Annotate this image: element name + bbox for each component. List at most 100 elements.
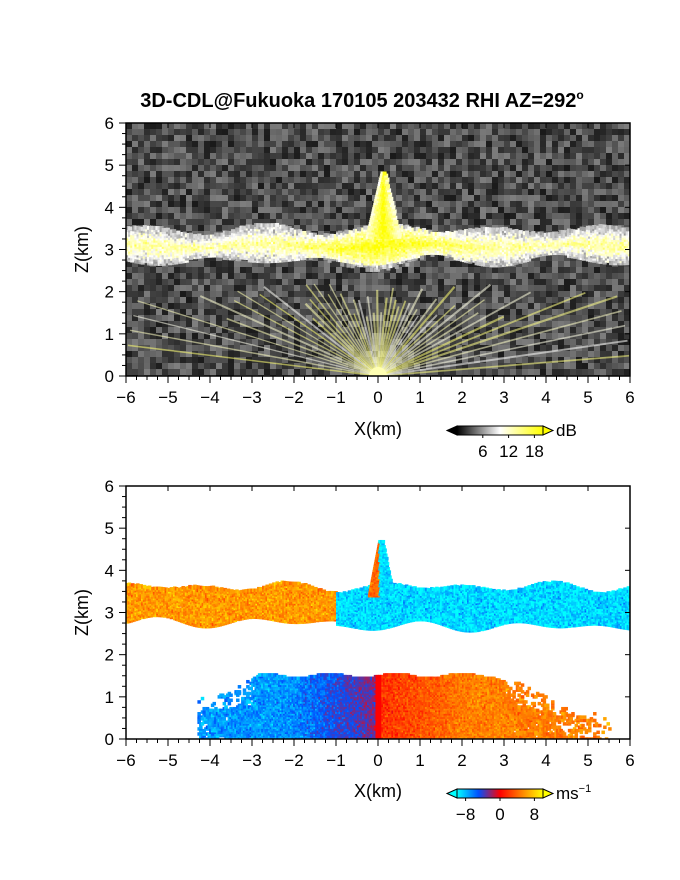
backscatter-cloud-cell: [321, 239, 326, 244]
backscatter-noise-cell: [612, 279, 618, 285]
backscatter-cloud-cell: [241, 236, 246, 241]
backscatter-cloud-cell: [140, 247, 145, 252]
backscatter-cloud-cell: [256, 229, 261, 234]
backscatter-noise-cell: [474, 219, 480, 225]
backscatter-noise-cell: [294, 333, 300, 339]
backscatter-noise-cell: [312, 177, 318, 183]
backscatter-noise-cell: [534, 129, 540, 135]
backscatter-noise-cell: [348, 135, 354, 141]
backscatter-noise-cell: [366, 291, 372, 297]
backscatter-noise-cell: [600, 363, 606, 369]
backscatter-noise-cell: [228, 171, 234, 177]
backscatter-noise-cell: [492, 369, 498, 375]
backscatter-cloud-cell: [216, 234, 221, 239]
backscatter-noise-cell: [306, 357, 312, 363]
backscatter-noise-cell: [138, 183, 144, 189]
backscatter-noise-cell: [432, 285, 438, 291]
backscatter-cloud-cell: [302, 230, 307, 235]
backscatter-noise-cell: [234, 213, 240, 219]
backscatter-cloud-cell: [191, 253, 196, 258]
backscatter-noise-cell: [318, 159, 324, 165]
backscatter-cloud-cell: [144, 238, 149, 243]
backscatter-cloud-cell: [315, 241, 319, 246]
backscatter-noise-cell: [450, 309, 456, 315]
backscatter-noise-cell: [480, 327, 486, 333]
backscatter-noise-cell: [264, 165, 270, 171]
backscatter-noise-cell: [570, 363, 576, 369]
backscatter-noise-cell: [318, 321, 324, 327]
backscatter-noise-cell: [564, 147, 570, 153]
backscatter-noise-cell: [396, 135, 402, 141]
backscatter-noise-cell: [396, 339, 402, 345]
backscatter-cloud-cell: [268, 242, 273, 247]
backscatter-noise-cell: [318, 219, 324, 225]
backscatter-noise-cell: [426, 225, 432, 231]
backscatter-noise-cell: [444, 165, 450, 171]
backscatter-noise-cell: [606, 165, 612, 171]
backscatter-noise-cell: [144, 339, 150, 345]
backscatter-noise-cell: [606, 207, 612, 213]
backscatter-noise-cell: [234, 279, 240, 285]
backscatter-noise-cell: [222, 339, 228, 345]
backscatter-noise-cell: [420, 177, 426, 183]
backscatter-noise-cell: [468, 285, 474, 291]
backscatter-cloud-cell: [140, 243, 145, 248]
backscatter-cloud-cell: [212, 251, 217, 256]
backscatter-cloud-cell: [233, 239, 238, 244]
backscatter-noise-cell: [276, 201, 282, 207]
backscatter-noise-cell: [588, 369, 594, 375]
backscatter-cloud-cell: [317, 247, 322, 252]
backscatter-noise-cell: [330, 123, 336, 129]
backscatter-cloud-cell: [130, 235, 135, 240]
backscatter-cloud-cell: [264, 257, 269, 262]
backscatter-cloud-cell: [222, 239, 227, 244]
backscatter-cloud-cell: [174, 258, 179, 263]
backscatter-cloud-cell: [247, 258, 252, 263]
backscatter-cloud-cell: [184, 233, 189, 238]
backscatter-noise-cell: [204, 177, 210, 183]
backscatter-cloud-cell: [159, 261, 164, 266]
backscatter-noise-cell: [312, 147, 318, 153]
backscatter-noise-cell: [222, 171, 228, 177]
backscatter-cloud-cell: [283, 255, 288, 260]
backscatter-cloud-cell: [203, 241, 208, 246]
backscatter-noise-cell: [282, 123, 288, 129]
backscatter-cloud-cell: [294, 233, 298, 238]
backscatter-cloud-cell: [264, 231, 269, 236]
backscatter-cloud-cell: [327, 241, 332, 246]
backscatter-noise-cell: [180, 225, 186, 231]
backscatter-cloud-cell: [149, 255, 154, 260]
backscatter-noise-cell: [576, 333, 582, 339]
backscatter-cloud-cell: [168, 248, 172, 253]
backscatter-noise-cell: [330, 219, 336, 225]
backscatter-noise-cell: [132, 147, 138, 153]
backscatter-noise-cell: [600, 333, 606, 339]
backscatter-cloud-cell: [170, 239, 175, 244]
backscatter-noise-cell: [294, 159, 300, 165]
backscatter-cloud-cell: [180, 248, 185, 253]
backscatter-noise-cell: [522, 147, 528, 153]
backscatter-noise-cell: [498, 189, 504, 195]
backscatter-cloud-cell: [317, 251, 322, 256]
backscatter-noise-cell: [516, 291, 522, 297]
backscatter-cloud-cell: [302, 237, 307, 242]
backscatter-noise-cell: [378, 267, 384, 273]
backscatter-noise-cell: [624, 189, 630, 195]
backscatter-cloud-cell: [161, 234, 166, 239]
backscatter-cloud-cell: [142, 237, 147, 242]
backscatter-cloud-cell: [308, 232, 313, 237]
backscatter-noise-cell: [246, 129, 252, 135]
backscatter-noise-cell: [180, 327, 186, 333]
backscatter-noise-cell: [240, 177, 246, 183]
backscatter-noise-cell: [396, 201, 402, 207]
backscatter-noise-cell: [588, 357, 594, 363]
backscatter-noise-cell: [282, 189, 288, 195]
backscatter-noise-cell: [450, 189, 456, 195]
backscatter-noise-cell: [516, 357, 522, 363]
backscatter-noise-cell: [180, 123, 186, 129]
backscatter-noise-cell: [132, 183, 138, 189]
backscatter-noise-cell: [276, 357, 282, 363]
backscatter-noise-cell: [564, 123, 570, 129]
backscatter-noise-cell: [126, 129, 132, 135]
backscatter-cloud-cell: [182, 248, 187, 253]
